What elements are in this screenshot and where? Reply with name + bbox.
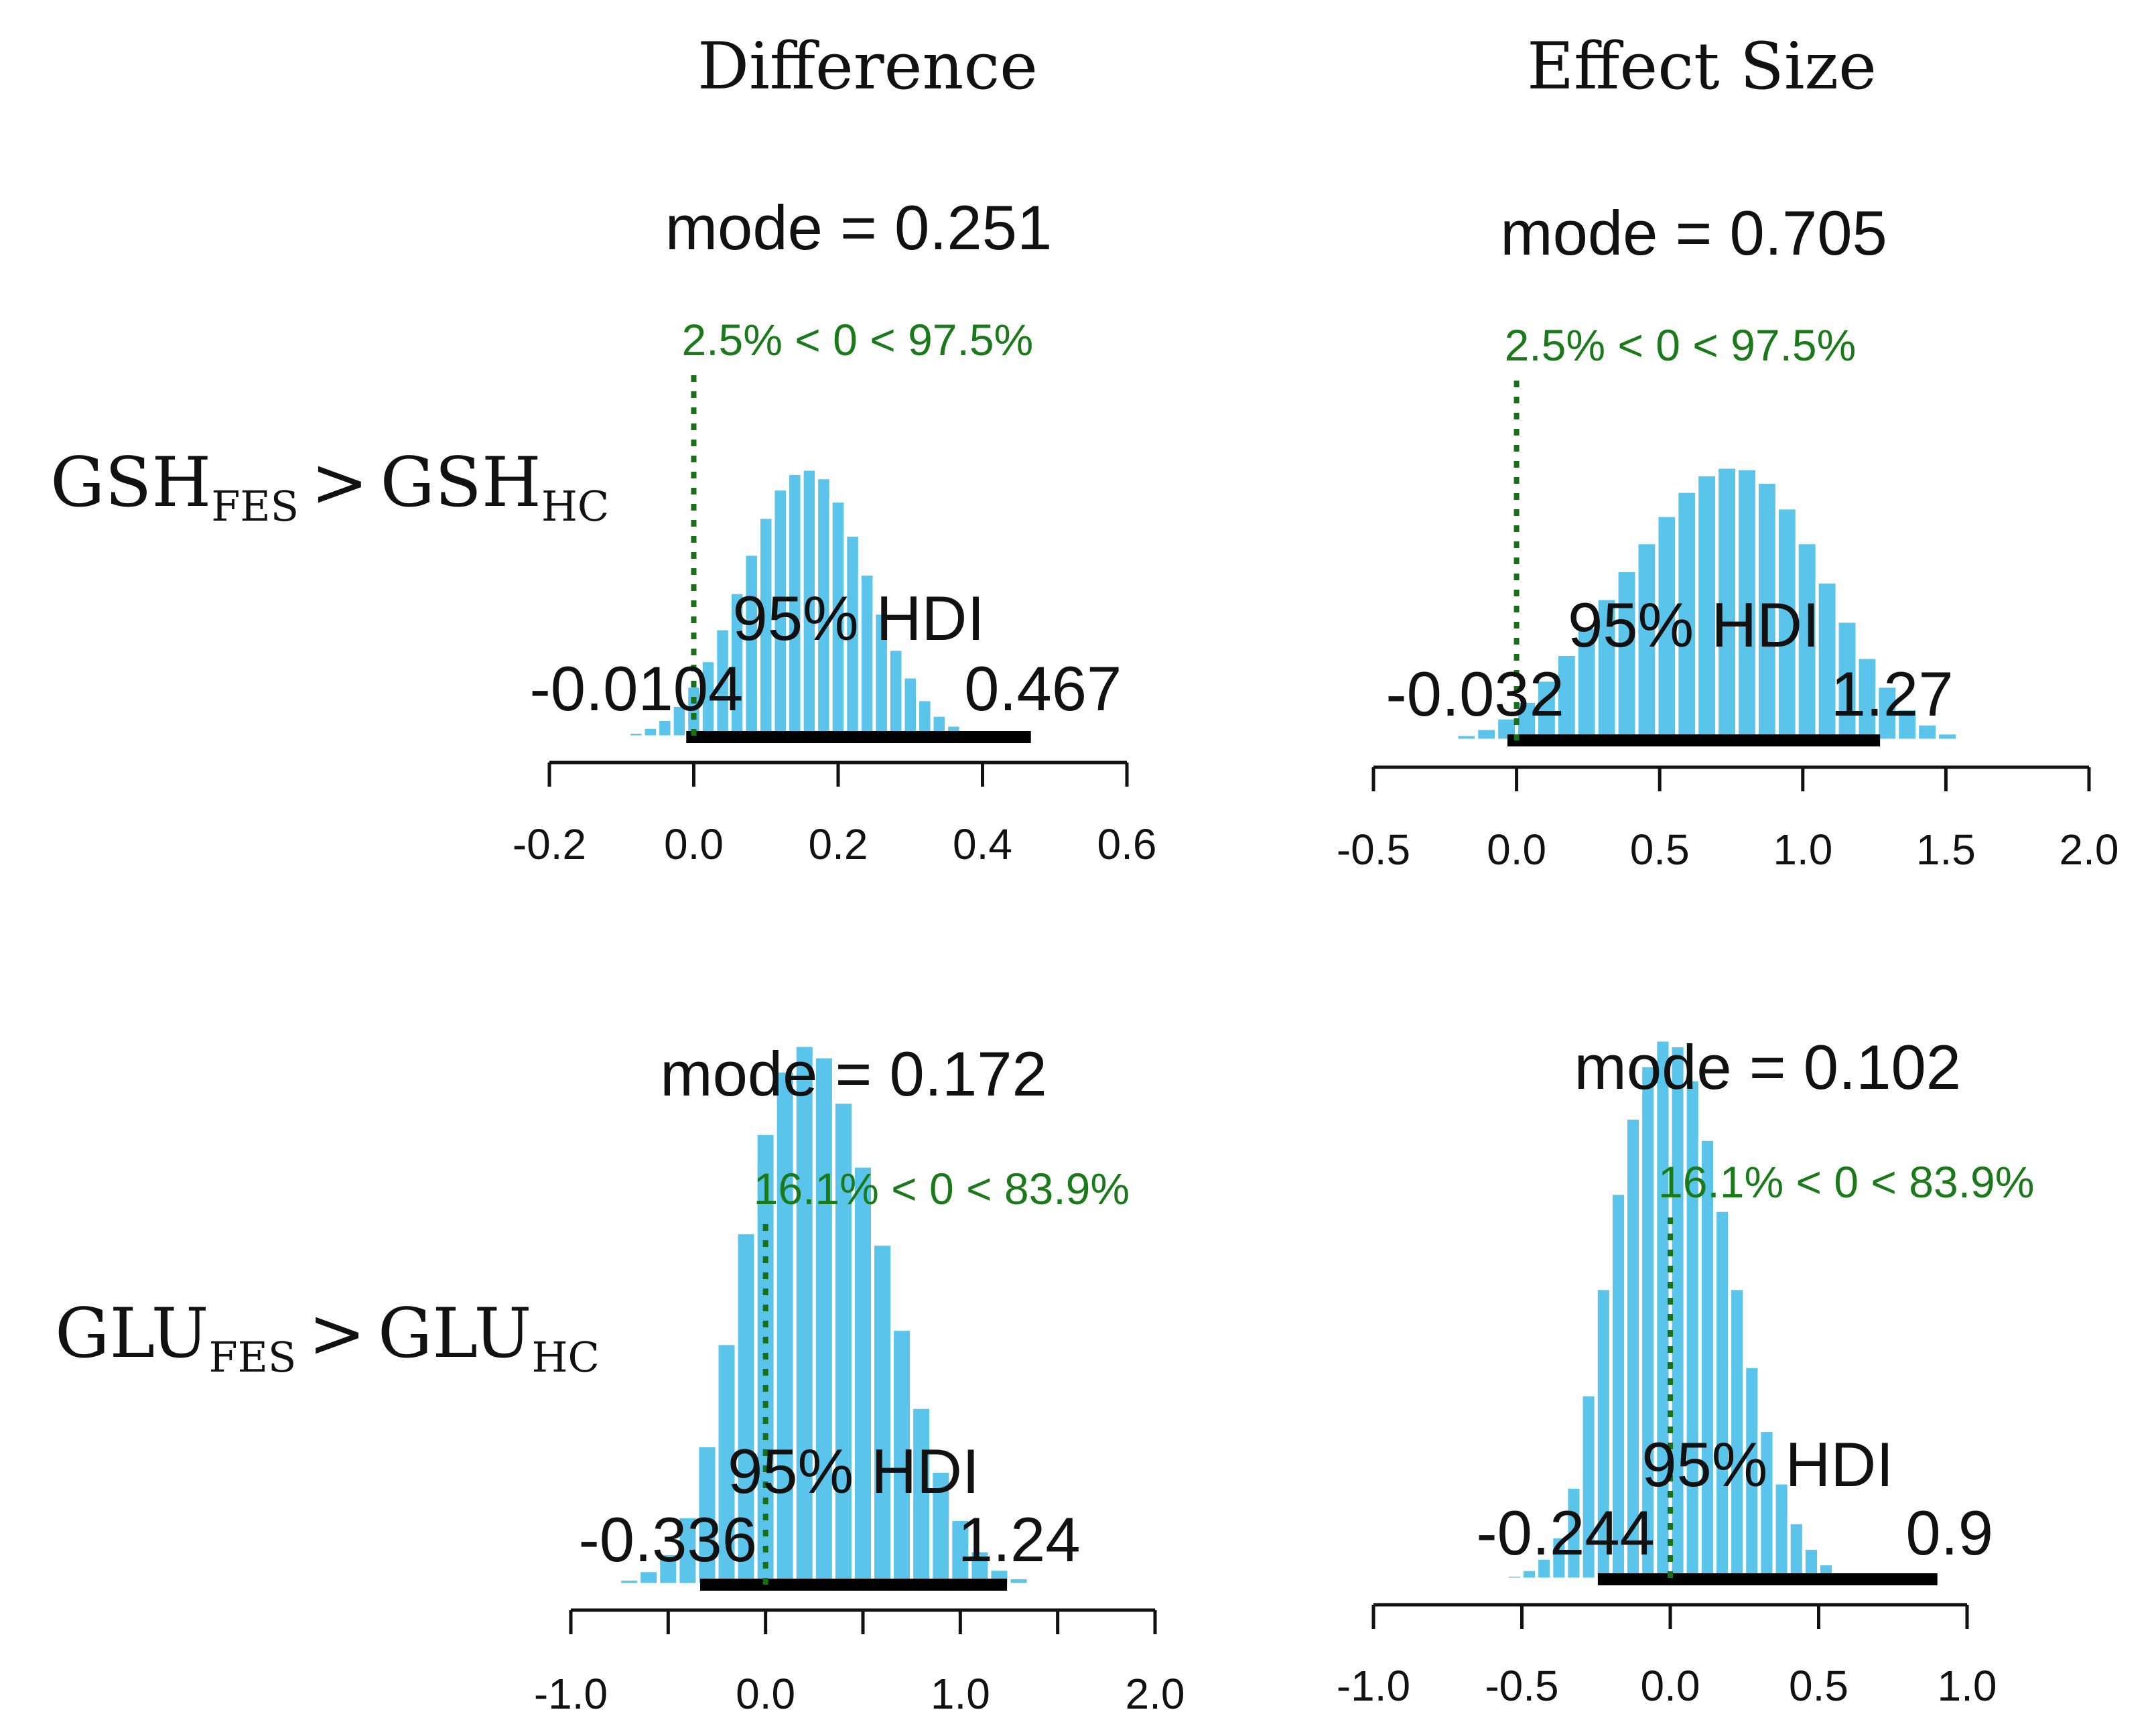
histogram-bar	[773, 1069, 797, 1587]
mode-label: mode = 0.102	[1574, 1032, 1962, 1102]
x-tick-label: 0.5	[1630, 825, 1690, 874]
row-label-gsh-operator: >	[311, 443, 368, 523]
row-label-glu-left-sub: FES	[209, 1333, 297, 1382]
column-title-effect-size: Effect Size	[1527, 29, 1877, 104]
histogram-bar	[1712, 1208, 1732, 1581]
hdi-label: 95% HDI	[732, 583, 984, 653]
hdi-upper-label: 0.467	[964, 653, 1122, 724]
panel-glu-difference: -1.0 0.0 1.0 2.0 mode = 0.172 16.1% < 0 < 83.…	[534, 1039, 1185, 1718]
histogram-bar	[627, 730, 645, 739]
histogram-bar	[1915, 722, 1940, 742]
row-label-glu-right: GLU	[378, 1294, 532, 1374]
mode-label: mode = 0.251	[665, 192, 1053, 263]
row-label-gsh-right: GSH	[381, 443, 541, 523]
comparison-label: 2.5% < 0 < 97.5%	[1505, 320, 1857, 370]
hdi-label: 95% HDI	[728, 1436, 980, 1506]
x-tick-label: 1.0	[931, 1670, 990, 1718]
histogram-bar	[929, 1469, 953, 1587]
hdi-lower-label: -0.336	[578, 1504, 757, 1575]
hdi-label: 95% HDI	[1641, 1429, 1893, 1500]
hdi-lower-label: -0.244	[1476, 1498, 1655, 1568]
row-label-glu-left: GLU	[55, 1294, 209, 1374]
mode-label: mode = 0.705	[1500, 198, 1887, 268]
histogram-bar	[598, 1581, 622, 1587]
x-tick-label: 1.5	[1916, 825, 1976, 874]
histogram-bar	[1683, 1077, 1702, 1581]
x-tick-label: 0.2	[809, 820, 868, 868]
hdi-lower-label: -0.0104	[529, 653, 743, 724]
histogram-bar	[641, 725, 660, 739]
panel-gsh-effect-size: -0.5 0.0 0.5 1.0 1.5 2.0 mode = 0.705 2.5% < 0 …	[1337, 198, 2119, 874]
x-tick-label: 0.5	[1789, 1662, 1848, 1710]
histogram-bar	[1936, 731, 1959, 742]
hdi-upper-label: 1.27	[1831, 659, 1954, 729]
x-tick-label: 2.0	[2060, 825, 2119, 874]
histogram-bar	[886, 647, 905, 739]
row-label-gsh: GSHFES > GSHHC	[50, 443, 609, 531]
x-tick-label: 0.6	[1097, 820, 1157, 868]
histogram-bar	[851, 1164, 875, 1587]
x-tick-label: 1.0	[1773, 825, 1832, 874]
histogram-bar	[793, 1043, 816, 1587]
x-tick-label: 0.0	[1487, 825, 1546, 874]
x-tick-label: 0.4	[953, 820, 1012, 868]
histogram-bar	[1535, 678, 1558, 742]
comparison-label: 2.5% < 0 < 97.5%	[682, 315, 1034, 365]
histogram-bar	[1520, 1567, 1539, 1581]
hdi-label: 95% HDI	[1568, 590, 1820, 660]
histogram-bar	[1735, 466, 1759, 742]
column-title-difference: Difference	[697, 29, 1038, 104]
x-tick-label: -0.2	[513, 820, 586, 868]
histogram-bar	[901, 675, 920, 739]
x-tick-label: -0.5	[1485, 1662, 1558, 1710]
hdi-upper-label: 0.9	[1905, 1498, 1993, 1568]
x-tick-label: -1.0	[1337, 1662, 1410, 1710]
x-tick-label: 0.0	[736, 1670, 795, 1718]
hdi-lower-label: -0.032	[1386, 659, 1564, 729]
histogram-bar	[890, 1327, 914, 1587]
comparison-label: 16.1% < 0 < 83.9%	[1658, 1157, 2034, 1207]
histogram-bar	[695, 1443, 719, 1587]
x-tick-label: 0.0	[664, 820, 724, 868]
x-tick-label: 0.0	[1641, 1662, 1700, 1710]
histogram-bar	[1007, 1575, 1030, 1587]
histogram-bar	[1026, 1580, 1050, 1587]
histogram-bar	[1787, 1520, 1806, 1581]
x-tick-label: 1.0	[1938, 1662, 1997, 1710]
mode-label: mode = 0.172	[660, 1039, 1047, 1109]
histogram-bar	[618, 1577, 641, 1587]
histogram-bar	[612, 733, 631, 739]
row-label-gsh-left: GSH	[50, 443, 211, 523]
row-label-glu: GLUFES > GLUHC	[55, 1294, 600, 1382]
panel-gsh-difference: -0.2 0.0 0.2 0.4 0.6 mode = 0.251 2.5% < 0 < 9…	[513, 192, 1157, 868]
histogram-bar	[1505, 1573, 1524, 1581]
panel-glu-effect-size: -1.0 -0.5 0.0 0.5 1.0 mode = 0.102 16.1% < 0 <…	[1337, 1032, 2035, 1710]
x-tick-label: -1.0	[534, 1670, 608, 1718]
histogram-bar	[598, 734, 616, 739]
histogram-bar	[2015, 737, 2039, 742]
row-label-glu-right-sub: HC	[531, 1333, 600, 1382]
histogram-bar	[831, 1100, 855, 1587]
hdi-upper-label: 1.24	[958, 1504, 1081, 1575]
histogram-bar	[1475, 726, 1499, 742]
histogram-bar	[871, 1242, 894, 1587]
histogram-bar	[1955, 735, 1979, 742]
histogram-bar	[1434, 736, 1459, 742]
histogram-bar	[1046, 1581, 1069, 1587]
histogram-bar	[1875, 684, 1899, 742]
histogram-bar	[1490, 1576, 1509, 1581]
row-label-gsh-left-sub: FES	[211, 482, 299, 531]
comparison-label: 16.1% < 0 < 83.9%	[754, 1164, 1130, 1213]
row-label-glu-operator: >	[308, 1294, 365, 1374]
x-tick-label: 2.0	[1126, 1670, 1185, 1718]
x-tick-label: -0.5	[1337, 825, 1410, 874]
row-label-gsh-right-sub: HC	[541, 482, 610, 531]
histogram-bar	[1455, 732, 1479, 742]
